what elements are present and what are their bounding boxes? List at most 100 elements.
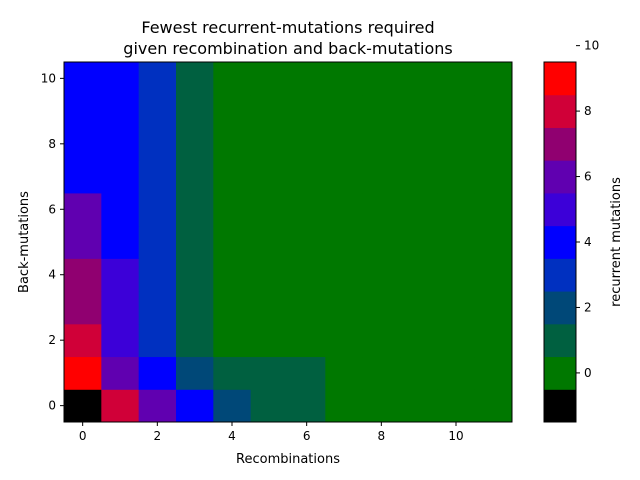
colorbar-segment: [544, 225, 576, 259]
heatmap-cell: [325, 160, 364, 194]
heatmap-cell: [288, 323, 326, 358]
heatmap-cell: [138, 192, 177, 227]
heatmap-cell: [474, 62, 513, 96]
heatmap-cell: [138, 258, 177, 292]
heatmap-cell: [325, 127, 364, 161]
x-tick-label: 4: [228, 429, 236, 443]
heatmap-cell: [288, 225, 326, 259]
heatmap-cell: [64, 160, 102, 194]
colorbar-segment: [544, 62, 576, 96]
heatmap-cell: [362, 258, 401, 292]
heatmap-cell: [400, 127, 438, 161]
y-tick-label: 0: [48, 399, 56, 413]
heatmap-cell: [101, 127, 140, 161]
heatmap-cell: [437, 94, 476, 128]
heatmap-cell: [288, 356, 326, 390]
heatmap-cell: [138, 389, 177, 423]
heatmap-cell: [288, 258, 326, 292]
heatmap-cell: [250, 225, 289, 259]
heatmap-cell: [176, 225, 214, 259]
heatmap-cell: [250, 323, 289, 358]
heatmap-cell: [362, 291, 401, 325]
heatmap-cell: [64, 291, 102, 325]
heatmap-cell: [101, 160, 140, 194]
heatmap-cell: [474, 192, 513, 227]
heatmap-cell: [250, 94, 289, 128]
heatmap-cell: [101, 62, 140, 96]
heatmap-cell: [474, 94, 513, 128]
colorbar-tick-label: 2: [584, 300, 592, 314]
y-axis-ticks: 0 2 4 6 8 10: [41, 71, 64, 413]
heatmap-cell: [437, 356, 476, 390]
heatmap-cell: [437, 225, 476, 259]
x-tick-label: 8: [378, 429, 386, 443]
heatmap-cell: [250, 389, 289, 423]
chart-title-line-1: Fewest recurrent-mutations required: [141, 18, 434, 37]
heatmap-cell: [138, 225, 177, 259]
y-tick-label: 10: [41, 71, 56, 85]
heatmap-cell: [400, 94, 438, 128]
heatmap-cell: [362, 356, 401, 390]
heatmap-cell: [325, 389, 364, 423]
heatmap-cell: [437, 62, 476, 96]
heatmap-cell: [138, 291, 177, 325]
heatmap-cell: [437, 127, 476, 161]
colorbar-tick-label: 6: [584, 170, 592, 184]
colorbar-segment: [544, 160, 576, 194]
heatmap-cell: [250, 62, 289, 96]
heatmap-cells: [64, 62, 513, 423]
heatmap-cell: [325, 323, 364, 358]
heatmap-cell: [213, 291, 252, 325]
colorbar-segment: [544, 356, 576, 390]
heatmap-cell: [176, 291, 214, 325]
heatmap-cell: [437, 291, 476, 325]
x-tick-label: 0: [79, 429, 87, 443]
heatmap-cell: [176, 323, 214, 358]
heatmap-cell: [474, 323, 513, 358]
heatmap-cell: [400, 225, 438, 259]
heatmap-cell: [325, 258, 364, 292]
x-axis-label: Recombinations: [236, 452, 340, 467]
heatmap-cell: [64, 192, 102, 227]
heatmap-cell: [64, 389, 102, 423]
heatmap-cell: [400, 291, 438, 325]
heatmap-cell: [362, 160, 401, 194]
x-tick-label: 2: [154, 429, 162, 443]
heatmap-cell: [64, 323, 102, 358]
heatmap-cell: [250, 192, 289, 227]
colorbar-segment: [544, 192, 576, 227]
heatmap-cell: [288, 192, 326, 227]
heatmap-cell: [362, 323, 401, 358]
y-tick-label: 6: [48, 202, 56, 216]
heatmap-cell: [101, 192, 140, 227]
heatmap-cell: [250, 291, 289, 325]
colorbar-label: recurrent mutations: [609, 177, 624, 307]
heatmap-cell: [325, 62, 364, 96]
heatmap-cell: [400, 389, 438, 423]
heatmap-cell: [213, 389, 252, 423]
heatmap-cell: [474, 127, 513, 161]
heatmap-cell: [176, 160, 214, 194]
colorbar-segment: [544, 258, 576, 292]
heatmap-cell: [64, 225, 102, 259]
heatmap-cell: [250, 258, 289, 292]
heatmap-cell: [362, 225, 401, 259]
heatmap-cell: [213, 192, 252, 227]
heatmap-cell: [213, 258, 252, 292]
heatmap-cell: [362, 192, 401, 227]
heatmap-cell: [288, 389, 326, 423]
heatmap-cell: [474, 225, 513, 259]
heatmap-cell: [213, 323, 252, 358]
heatmap-cell: [325, 356, 364, 390]
heatmap-cell: [213, 62, 252, 96]
x-tick-label: 6: [303, 429, 311, 443]
heatmap-cell: [176, 389, 214, 423]
y-tick-label: 4: [48, 268, 56, 282]
colorbar-ticks: 0 2 4 6 8 10: [576, 39, 599, 380]
colorbar-tick-label: 10: [584, 39, 599, 53]
heatmap-cell: [325, 192, 364, 227]
colorbar-tick-label: 4: [584, 235, 592, 249]
heatmap-cell: [64, 258, 102, 292]
heatmap-cell: [176, 127, 214, 161]
heatmap-cell: [101, 258, 140, 292]
